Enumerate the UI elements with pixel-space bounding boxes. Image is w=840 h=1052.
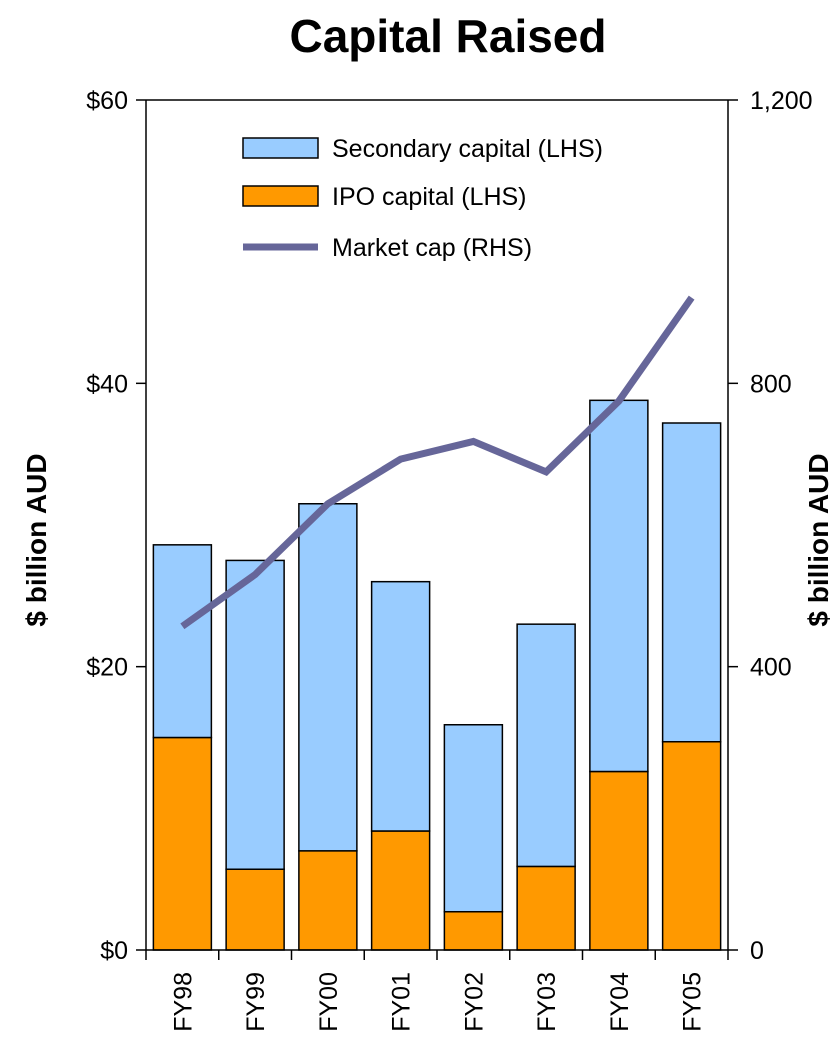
y-axis-label-right: $ billion AUD [803, 453, 834, 626]
x-tick-label-fy02: FY02 [460, 972, 488, 1032]
bar-secondary-fy03 [516, 623, 576, 868]
y-tick-label-left: $0 [100, 937, 128, 965]
y-tick-label-right: 1,200 [750, 87, 813, 115]
bar-layer [152, 399, 722, 951]
bar-ipo-fy02 [443, 911, 504, 951]
tick-layer: $0 0 $20 400 $40 800 $60 1,200 [86, 87, 812, 965]
y-tick-label-right: 800 [750, 370, 792, 398]
bar-ipo-fy99 [225, 868, 285, 951]
y-tick-label-left: $60 [86, 87, 128, 115]
legend-label-secondary: Secondary capital (LHS) [332, 135, 603, 163]
y-tick-label-right: 0 [750, 937, 764, 965]
bar-ipo-fy01 [370, 830, 431, 951]
bar-ipo-fy00 [298, 850, 358, 951]
bar-secondary-fy01 [370, 580, 431, 832]
bar-secondary-fy98 [152, 544, 213, 739]
bar-secondary-fy04 [589, 399, 649, 773]
chart-title: Capital Raised [290, 10, 607, 62]
x-tick-label-fy99: FY99 [242, 972, 270, 1032]
x-tick-label-fy98: FY98 [169, 972, 197, 1032]
bar-ipo-fy03 [516, 865, 576, 951]
legend: Secondary capital (LHS) IPO capital (LHS… [242, 135, 603, 262]
bar-ipo-fy98 [152, 736, 213, 951]
legend-swatch-ipo [242, 185, 319, 207]
x-tick-label-fy04: FY04 [606, 972, 634, 1032]
y-tick-label-left: $20 [86, 654, 128, 682]
x-tick-label-fy05: FY05 [679, 972, 707, 1032]
y-axis-label-left: $ billion AUD [21, 453, 52, 626]
x-tick-label-fy03: FY03 [533, 972, 561, 1032]
bar-secondary-fy05 [661, 422, 722, 743]
bar-secondary-fy02 [443, 724, 504, 913]
legend-swatch-secondary [242, 137, 319, 159]
bar-secondary-fy00 [298, 503, 358, 852]
line-layer [180, 295, 695, 630]
x-tick-label-fy00: FY00 [315, 972, 343, 1032]
y-tick-label-right: 400 [750, 654, 792, 682]
x-tick-layer: FY98 FY99 FY00 FY01 FY02 FY03 FY04 FY05 [145, 950, 729, 1032]
bar-ipo-fy04 [589, 770, 649, 951]
y-tick-label-left: $40 [86, 370, 128, 398]
bar-ipo-fy05 [661, 741, 722, 951]
bar-secondary-fy99 [225, 559, 285, 871]
market-cap-line [180, 295, 695, 630]
legend-label-ipo: IPO capital (LHS) [332, 183, 527, 211]
x-tick-label-fy01: FY01 [388, 972, 416, 1032]
legend-label-market-cap: Market cap (RHS) [332, 234, 532, 262]
